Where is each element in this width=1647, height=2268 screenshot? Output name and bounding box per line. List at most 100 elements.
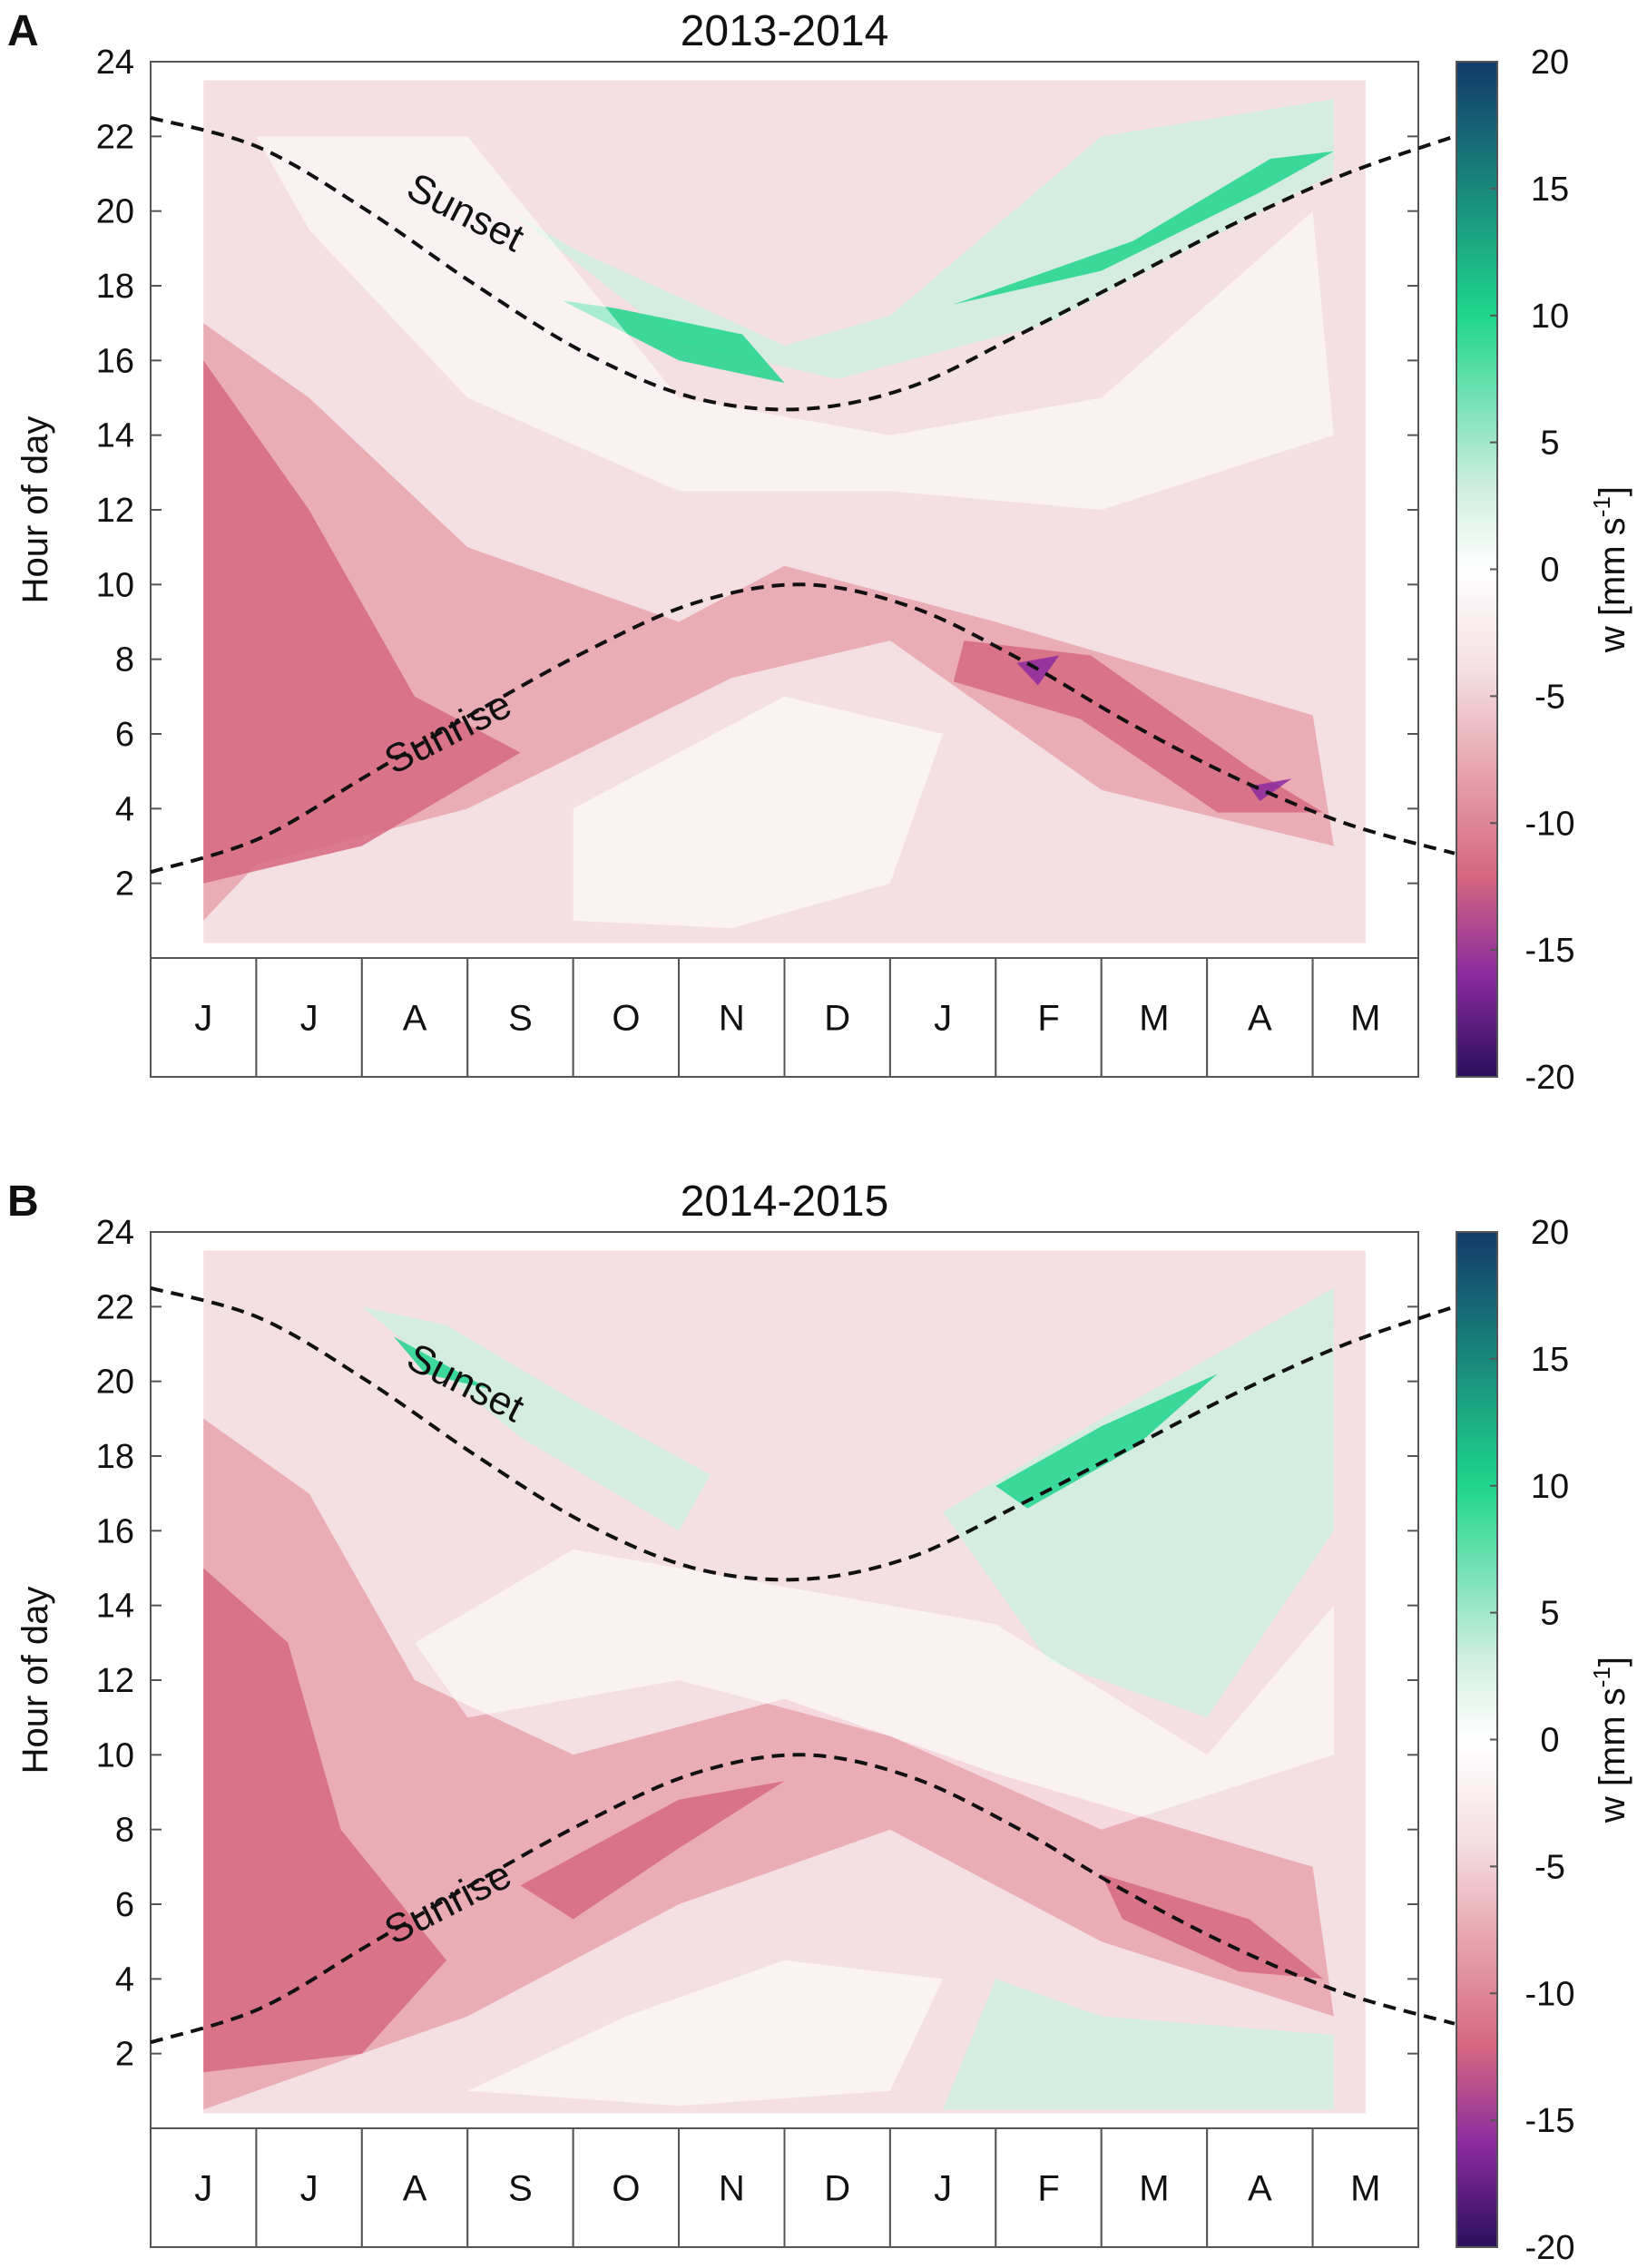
heatmap-region-pink xyxy=(203,360,521,884)
heatmap-region-green xyxy=(995,1374,1218,1509)
y-tick-label: 14 xyxy=(96,417,134,455)
x-category-label: M xyxy=(1350,999,1380,1039)
heatmap-neutral-zone xyxy=(467,1960,944,2107)
y-tick-label: 20 xyxy=(96,1364,134,1402)
x-category-label: D xyxy=(824,999,850,1039)
x-category-label: A xyxy=(403,999,427,1039)
chart-title: 2013-2014 xyxy=(681,7,889,55)
heatmap-neutral-zone xyxy=(415,1549,1334,1830)
month-cell xyxy=(1311,957,1420,1078)
colorbar-tick-label: 20 xyxy=(1531,44,1569,82)
heatmap-region-green xyxy=(943,1979,1334,2110)
heatmap-region-pink xyxy=(520,1781,785,1920)
y-axis-title: Hour of day xyxy=(15,416,55,604)
colorbar-tick-label: -10 xyxy=(1525,1975,1575,2013)
curve-sunrise xyxy=(150,582,1456,875)
month-cell xyxy=(678,957,786,1078)
month-cell xyxy=(995,957,1103,1078)
x-category-label: S xyxy=(508,2169,533,2209)
x-category-label: O xyxy=(612,999,640,1039)
y-axis-title: Hour of day xyxy=(15,1587,55,1774)
curve-sunset xyxy=(150,1286,1456,1582)
x-category-label: J xyxy=(194,999,212,1039)
heatmap-region-pink xyxy=(203,1568,446,2073)
month-cell xyxy=(678,2127,786,2248)
y-tick-label: 24 xyxy=(96,1214,134,1252)
month-cell xyxy=(888,2127,997,2248)
x-category-label: J xyxy=(934,999,952,1039)
x-category-label: A xyxy=(1248,999,1272,1039)
heatmap-region-green xyxy=(393,1336,489,1389)
x-category-label: D xyxy=(824,2169,850,2209)
x-category-label: O xyxy=(612,2169,640,2209)
x-category-label: M xyxy=(1350,2169,1380,2209)
heatmap-region-green xyxy=(361,1306,711,1531)
month-cell xyxy=(1206,2127,1314,2248)
y-tick-label: 4 xyxy=(115,790,134,828)
y-tick-label: 12 xyxy=(96,1662,134,1700)
colorbar-tick-label: -5 xyxy=(1534,1848,1565,1886)
month-cell xyxy=(360,957,469,1078)
y-tick-label: 2 xyxy=(115,2036,134,2074)
month-cell xyxy=(466,957,574,1078)
colorbar-tick-label: -20 xyxy=(1525,1059,1575,1097)
curve-sunset xyxy=(150,115,1456,412)
colorbar-tick-label: 5 xyxy=(1540,1595,1559,1633)
heatmap-region-purple xyxy=(1249,778,1292,802)
y-tick-label: 24 xyxy=(96,44,134,82)
x-category-label: J xyxy=(300,2169,319,2209)
heatmap-neutral-zone xyxy=(256,136,1334,511)
colorbar-tick-label: -15 xyxy=(1525,932,1575,970)
colorbar-tick-label: -5 xyxy=(1534,678,1565,716)
colorbar-tick-label: 15 xyxy=(1531,1341,1569,1379)
y-tick-label: 18 xyxy=(96,1438,134,1476)
y-tick-label: 16 xyxy=(96,1512,134,1550)
x-category-label: M xyxy=(1139,999,1169,1039)
heatmap-region-pink xyxy=(203,1418,1334,2110)
heatmap-region-green xyxy=(509,99,1334,379)
chart-title: 2014-2015 xyxy=(681,1178,889,1226)
month-cell xyxy=(466,2127,574,2248)
y-tick-label: 8 xyxy=(115,1812,134,1850)
x-category-label: F xyxy=(1037,999,1059,1039)
panel-letter: B xyxy=(7,1178,39,1226)
x-category-label: N xyxy=(719,999,745,1039)
x-category-label: N xyxy=(719,2169,745,2209)
y-tick-label: 8 xyxy=(115,641,134,679)
month-cell xyxy=(360,2127,469,2248)
colorbar-label-close: ] xyxy=(1593,1657,1632,1667)
colorbar-label-sup: -1 xyxy=(1588,1667,1615,1687)
y-tick-label: 16 xyxy=(96,342,134,380)
colorbar-tick-label: -20 xyxy=(1525,2229,1575,2267)
colorbar-tick-label: 10 xyxy=(1531,298,1569,336)
colorbar-tick-label: 15 xyxy=(1531,171,1569,209)
y-tick-label: 20 xyxy=(96,193,134,231)
colorbar-tick-label: 0 xyxy=(1540,1722,1559,1760)
y-tick-label: 12 xyxy=(96,492,134,530)
month-cell xyxy=(1100,2127,1209,2248)
y-tick-label: 10 xyxy=(96,1736,134,1774)
y-tick-label: 10 xyxy=(96,566,134,604)
panel-letter: A xyxy=(7,7,39,55)
colorbar-label: w [mm s-1] xyxy=(1588,1657,1632,1823)
y-tick-label: 6 xyxy=(115,716,134,754)
y-tick-label: 18 xyxy=(96,268,134,306)
heatmap-region-green xyxy=(943,1287,1334,1718)
colorbar-tick-label: 0 xyxy=(1540,552,1559,590)
colorbar-tick-label: 10 xyxy=(1531,1468,1569,1506)
x-category-label: A xyxy=(403,2169,427,2209)
month-cell xyxy=(1311,2127,1420,2248)
month-cell xyxy=(572,2127,681,2248)
heatmap-region-green xyxy=(563,300,785,383)
colorbar-tick-label: -15 xyxy=(1525,2102,1575,2140)
y-tick-label: 2 xyxy=(115,865,134,904)
month-cell xyxy=(1100,957,1209,1078)
month-cell xyxy=(572,957,681,1078)
curve-sunrise xyxy=(150,1753,1456,2045)
month-cell xyxy=(255,2127,363,2248)
x-category-label: J xyxy=(934,2169,952,2209)
x-category-label: J xyxy=(300,999,319,1039)
